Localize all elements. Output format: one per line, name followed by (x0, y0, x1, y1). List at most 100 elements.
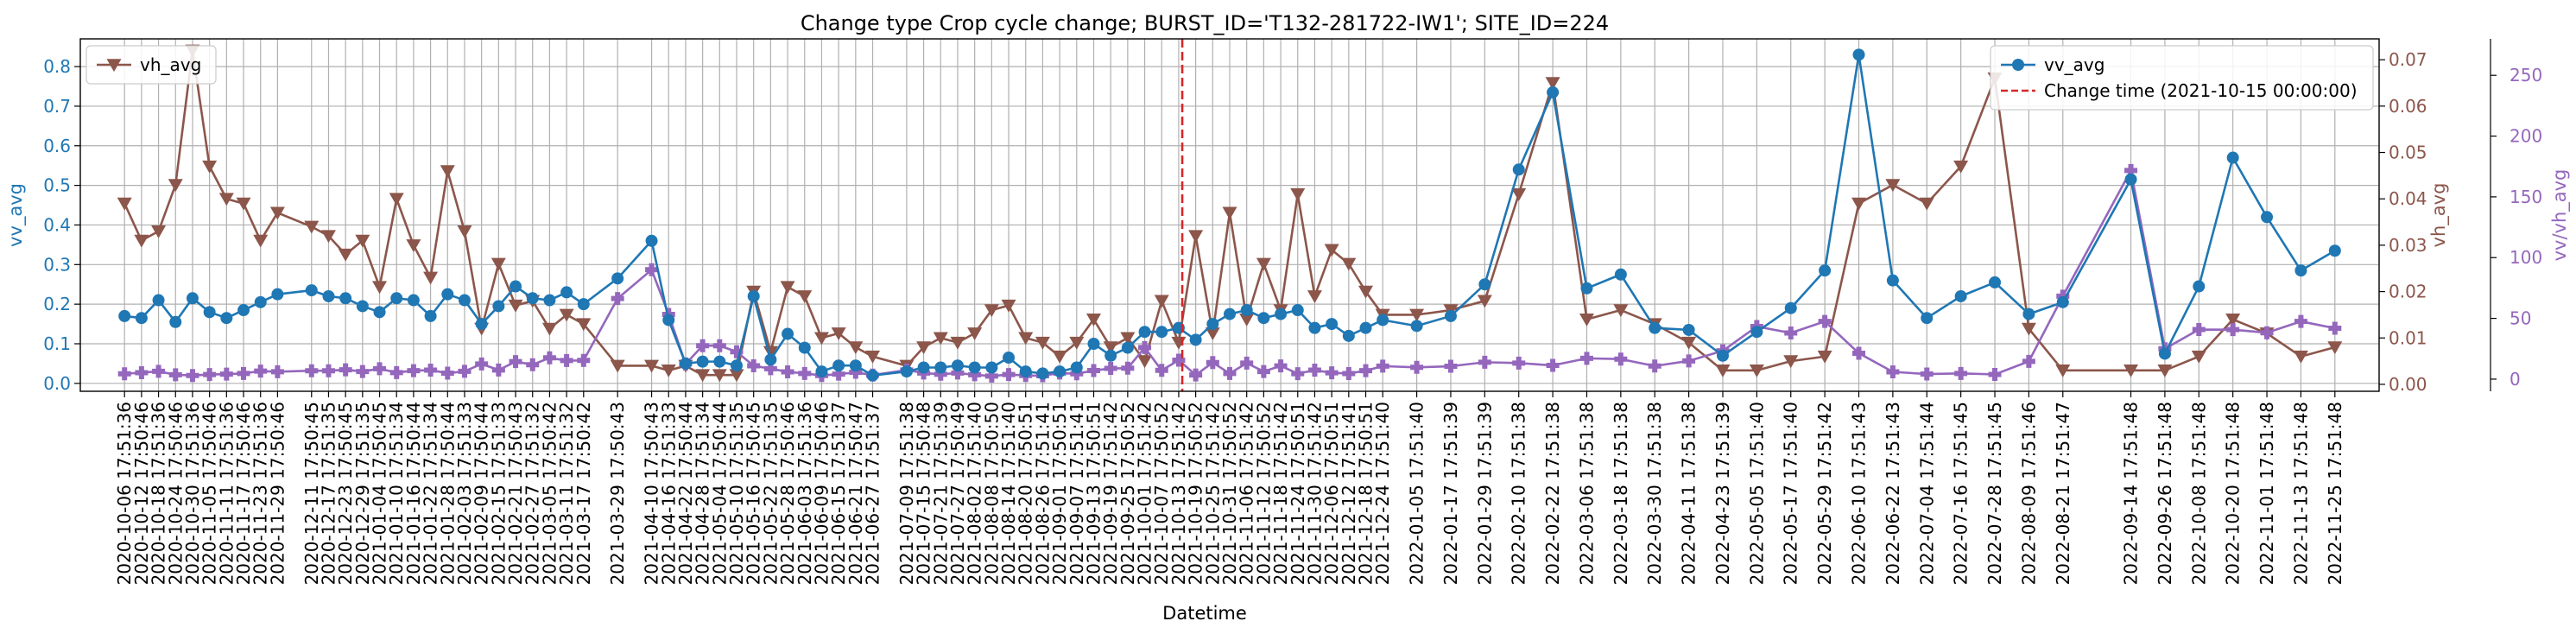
data-point-vh-avg (2123, 365, 2139, 377)
data-point-vv-avg (764, 353, 777, 366)
data-point-vv-avg (917, 361, 930, 374)
x-tick-label: 2021-11-12 17:50:52 (1253, 402, 1274, 585)
data-point-vv-vh-avg (219, 367, 233, 381)
data-point-vv-vh-avg (1512, 356, 1526, 370)
data-point-vh-avg (1085, 313, 1101, 327)
y-right2-tick-label: 250 (2510, 65, 2542, 86)
legend-left: vh_avg (85, 45, 217, 85)
x-tick-label: 2022-04-23 17:51:39 (1712, 402, 1733, 585)
data-point-vh-avg (457, 225, 472, 238)
data-point-vh-avg (372, 281, 388, 295)
x-tick-label: 2021-09-07 17:51:41 (1066, 402, 1087, 585)
data-point-vv-vh-avg (2022, 354, 2035, 368)
x-tick-label: 2021-11-24 17:50:51 (1288, 402, 1308, 585)
data-point-vv-avg (1682, 323, 1695, 336)
data-point-vv-avg (798, 341, 811, 354)
data-point-vv-vh-avg (1988, 367, 2002, 381)
data-point-vv-avg (1257, 312, 1270, 325)
data-point-vv-avg (424, 309, 437, 322)
data-point-vh-avg (2327, 341, 2343, 355)
data-point-vh-avg (661, 365, 676, 377)
data-point-vv-vh-avg (1155, 364, 1168, 377)
data-point-vh-avg (1205, 327, 1220, 340)
y-right1-tick-label: 0.00 (2389, 374, 2427, 395)
x-tick-label: 2021-07-27 17:50:49 (947, 402, 968, 585)
data-point-vh-avg (2157, 365, 2173, 377)
x-tick-label: 2020-10-06 17:51:36 (114, 402, 135, 585)
x-tick-label: 2020-12-29 17:51:35 (352, 402, 373, 585)
data-point-vv-avg (985, 361, 998, 374)
x-tick-label: 2020-10-12 17:50:46 (131, 402, 152, 585)
data-point-vv-vh-avg (1648, 359, 1661, 373)
x-tick-label: 2021-12-24 17:51:40 (1372, 402, 1393, 585)
legends: vh_avg vv_avg Change time (2021-10-15 00:0… (85, 45, 2374, 111)
data-point-vv-avg (951, 359, 964, 372)
data-point-vv-vh-avg (135, 365, 149, 379)
y-left-axis-label: vv_avg (5, 183, 27, 247)
data-point-vv-vh-avg (186, 369, 199, 383)
data-point-vh-avg (933, 332, 948, 346)
x-tick-label: 2021-01-16 17:50:44 (403, 402, 424, 585)
data-point-vv-vh-avg (356, 365, 370, 378)
data-point-vh-avg (1715, 365, 1731, 377)
x-tick-label: 2020-11-29 17:50:46 (267, 402, 288, 585)
data-point-vv-vh-avg (440, 366, 454, 380)
data-point-vh-avg (610, 359, 625, 373)
data-point-vv-vh-avg (1614, 352, 1628, 366)
data-point-vv-vh-avg (2226, 323, 2240, 337)
data-point-vv-vh-avg (1886, 365, 1900, 378)
x-tick-label: 2022-05-29 17:51:42 (1814, 402, 1835, 585)
x-tick-label: 2021-04-16 17:51:33 (658, 402, 679, 585)
y-left-tick-label: 0.5 (43, 175, 71, 196)
data-point-vh-avg (1341, 257, 1357, 271)
x-tick-label: 2021-02-15 17:51:33 (488, 402, 509, 585)
data-point-vv-vh-avg (526, 358, 540, 371)
y-right1-tick-label: 0.01 (2389, 327, 2427, 348)
data-point-vv-avg (1359, 321, 1372, 334)
data-point-vv-vh-avg (1121, 361, 1135, 375)
data-point-vv-vh-avg (1784, 326, 1798, 339)
data-point-vv-vh-avg (152, 365, 166, 378)
data-point-vh-avg (848, 341, 864, 355)
data-point-vv-vh-avg (458, 365, 472, 378)
series-vh-avg (117, 44, 2343, 383)
data-point-vh-avg (389, 193, 404, 206)
x-tick-label: 2021-12-18 17:50:51 (1356, 402, 1377, 585)
data-point-vh-avg (338, 248, 353, 262)
x-tick-label: 2022-05-05 17:51:40 (1746, 402, 1767, 585)
data-point-vh-avg (831, 327, 846, 340)
data-point-vh-avg (440, 165, 455, 179)
data-point-vv-vh-avg (763, 362, 777, 376)
data-point-vv-avg (1121, 341, 1134, 354)
x-tick-label: 2021-06-27 17:51:37 (863, 402, 883, 585)
x-tick-label: 2022-11-01 17:51:48 (2256, 402, 2277, 585)
legend-right-frame (1990, 45, 2374, 111)
x-tick-label: 2022-07-16 17:51:45 (1951, 402, 1972, 585)
data-point-vv-avg (1649, 321, 1661, 334)
data-point-vv-avg (1070, 361, 1083, 374)
x-tick-label: 2021-10-25 17:51:42 (1202, 402, 1223, 585)
y-right1-tick-label: 0.04 (2389, 188, 2427, 209)
data-point-vv-vh-avg (696, 339, 710, 352)
data-point-vv-vh-avg (373, 362, 387, 376)
y-right2-tick-label: 50 (2510, 308, 2531, 329)
data-point-vv-avg (679, 357, 692, 370)
x-tick-label: 2021-01-28 17:50:44 (437, 402, 458, 585)
x-tick-label: 2021-08-14 17:51:40 (998, 402, 1019, 585)
x-tick-label: 2020-10-24 17:50:46 (165, 402, 186, 585)
y-left-tick-label: 0.6 (43, 136, 71, 156)
y-right1-tick-label: 0.03 (2389, 235, 2427, 256)
data-point-vv-avg (1087, 337, 1100, 350)
data-point-vv-vh-avg (1954, 366, 1968, 380)
y-left-tick-label: 0.2 (43, 294, 71, 314)
data-point-vv-vh-avg (2294, 314, 2307, 328)
x-tick-label: 2020-12-11 17:50:45 (301, 402, 322, 585)
data-point-vv-vh-avg (117, 367, 131, 381)
x-tick-label: 2021-01-22 17:51:34 (421, 402, 441, 585)
data-point-vh-avg (729, 369, 744, 383)
data-point-vh-avg (1681, 336, 1697, 350)
data-point-vv-vh-avg (1240, 356, 1254, 370)
data-point-vv-vh-avg (781, 365, 794, 378)
